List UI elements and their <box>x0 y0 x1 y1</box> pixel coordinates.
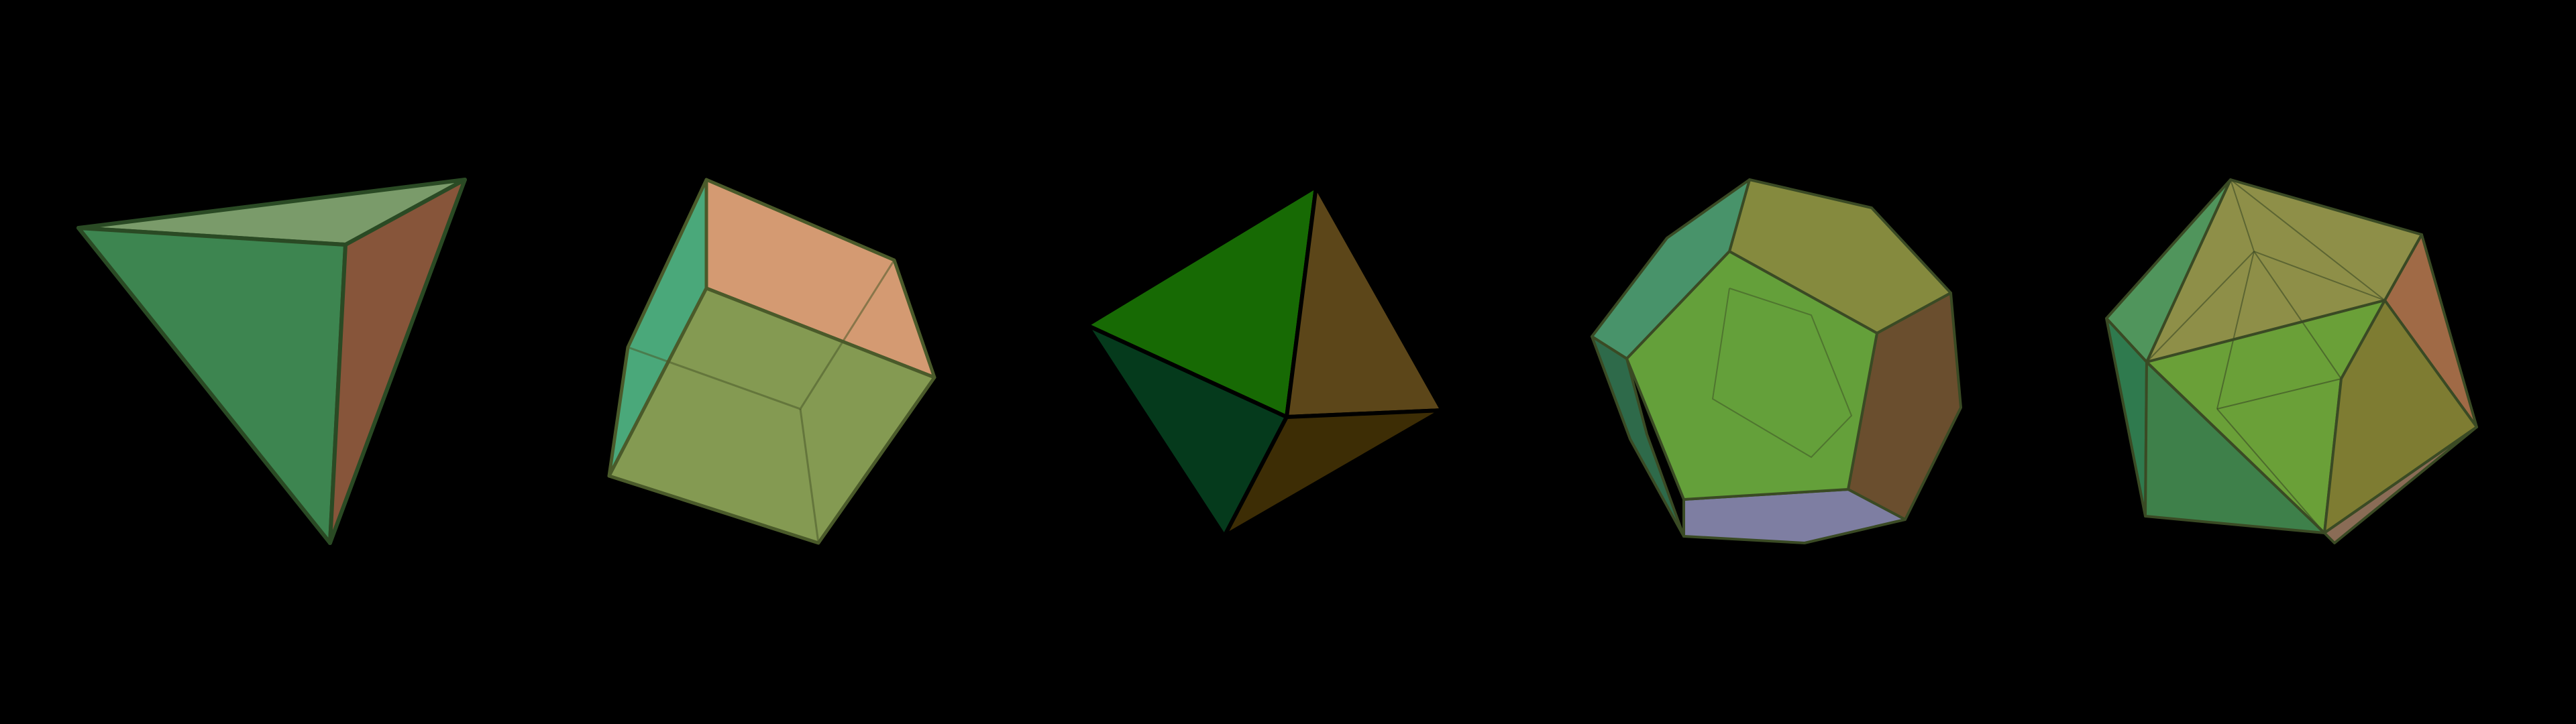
tetrahedron-front-face <box>76 226 347 545</box>
tetrahedron-right-face <box>328 178 467 545</box>
dodecahedron <box>1591 178 1962 544</box>
icosahedron-inner-edges <box>2146 179 2422 534</box>
dodecahedron-front-face <box>1625 250 1878 501</box>
octahedron-bottom-right-face <box>1222 408 1444 538</box>
dodecahedron-left-face <box>1591 335 1685 538</box>
octahedron-top-right-face <box>1285 184 1444 419</box>
icosahedron-bottom-right-face <box>2323 426 2478 544</box>
icosahedron <box>2105 178 2478 544</box>
dodecahedron-hidden-edges <box>1711 288 1853 459</box>
cube-hidden-edge-vertical <box>799 408 820 544</box>
cube <box>607 178 936 545</box>
tetrahedron <box>76 178 467 545</box>
octahedron <box>1085 184 1444 538</box>
